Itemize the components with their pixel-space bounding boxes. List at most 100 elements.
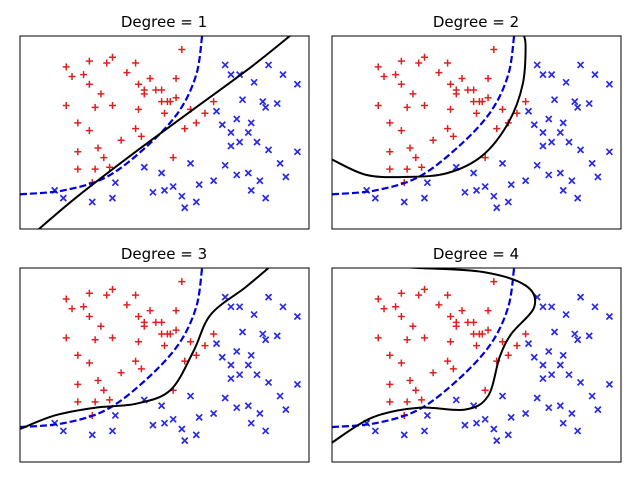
blue-x-point [227, 303, 235, 311]
blue-x-point [212, 340, 221, 348]
red-plus-point [152, 318, 160, 326]
blue-x-point [238, 96, 247, 104]
blue-x-point [568, 177, 576, 185]
blue-x-point [559, 351, 567, 359]
blue-x-point [233, 115, 241, 123]
blue-x-point [273, 332, 281, 340]
red-plus-point [108, 101, 116, 109]
blue-x-point [169, 415, 177, 423]
red-plus-point [484, 326, 492, 334]
blue-x-point [548, 70, 556, 79]
red-plus-point [412, 386, 420, 394]
red-plus-point [100, 386, 108, 394]
blue-x-point [571, 98, 579, 106]
red-plus-point [108, 285, 116, 293]
red-plus-point [146, 74, 154, 82]
blue-x-point [576, 61, 585, 69]
red-plus-point [97, 90, 105, 98]
blue-x-point [227, 142, 235, 150]
red-plus-point [415, 291, 423, 299]
red-plus-point [132, 291, 140, 299]
blue-x-point [59, 194, 67, 202]
blue-x-point [559, 186, 567, 195]
red-plus-point [484, 307, 492, 315]
subplot-title: Degree = 3 [121, 245, 207, 263]
red-plus-point [513, 109, 521, 117]
red-plus-point [166, 98, 174, 106]
blue-x-point [250, 78, 258, 86]
blue-x-point [524, 107, 533, 115]
blue-x-point [559, 119, 567, 127]
red-plus-point [420, 334, 428, 342]
blue-x-point [559, 419, 567, 427]
blue-x-point [548, 371, 556, 379]
blue-x-point [498, 392, 507, 400]
blue-x-point [247, 419, 255, 427]
blue-x-point [186, 159, 195, 167]
blue-x-point [259, 330, 267, 338]
blue-x-point [218, 353, 226, 361]
blue-x-point [233, 347, 241, 356]
red-plus-point [397, 289, 405, 297]
blue-x-point [221, 394, 229, 402]
red-plus-point [134, 313, 142, 320]
red-plus-point [80, 303, 88, 311]
blue-x-point [539, 142, 547, 150]
red-plus-point [85, 127, 93, 135]
red-plus-point [449, 365, 457, 373]
fitted-boundary-curve [332, 268, 537, 444]
red-plus-point [415, 59, 423, 67]
subplot-degree-1: Degree = 1 [19, 13, 310, 230]
red-plus-point [386, 398, 394, 406]
blue-x-point [594, 406, 602, 414]
blue-x-point [59, 427, 67, 435]
blue-x-point [490, 192, 498, 200]
red-plus-point [172, 307, 180, 315]
blue-x-point [371, 194, 379, 202]
red-plus-point [470, 330, 478, 338]
blue-x-point [562, 78, 570, 86]
red-plus-point [452, 322, 460, 330]
red-plus-point [470, 98, 478, 106]
red-plus-point [172, 94, 180, 102]
blue-x-point [279, 70, 287, 79]
blue-x-point [192, 431, 200, 439]
red-plus-point [403, 165, 411, 173]
red-plus-point [178, 46, 186, 54]
blue-x-point [264, 61, 273, 69]
red-plus-point [161, 109, 168, 117]
red-plus-point [158, 98, 166, 106]
subplot-title: Degree = 4 [433, 245, 519, 263]
red-plus-point [481, 386, 489, 394]
blue-x-point [293, 80, 302, 88]
blue-x-point [244, 361, 252, 369]
blue-x-point [160, 186, 169, 195]
blue-x-point [576, 146, 585, 154]
red-plus-point [444, 291, 452, 299]
blue-x-point [262, 427, 270, 435]
red-plus-point [397, 127, 405, 135]
red-plus-point [380, 73, 388, 81]
red-plus-point [108, 53, 116, 61]
blue-x-point [212, 107, 221, 115]
red-plus-point [522, 330, 530, 338]
plot-area [332, 268, 614, 445]
blue-x-point [227, 70, 235, 79]
blue-x-points [51, 61, 302, 212]
red-plus-point [386, 148, 394, 156]
blue-x-point [539, 70, 547, 79]
blue-x-point [530, 353, 538, 361]
blue-x-point [574, 427, 582, 435]
red-plus-point [374, 334, 382, 342]
blue-x-point [264, 146, 273, 154]
blue-x-point [262, 103, 270, 112]
blue-x-point [210, 177, 218, 185]
blue-x-point [545, 347, 553, 356]
red-plus-point [429, 136, 437, 144]
blue-x-point [88, 431, 96, 439]
blue-x-point [539, 303, 547, 311]
blue-x-point [550, 328, 559, 336]
blue-x-point [264, 293, 273, 301]
red-plus-point [418, 163, 426, 171]
